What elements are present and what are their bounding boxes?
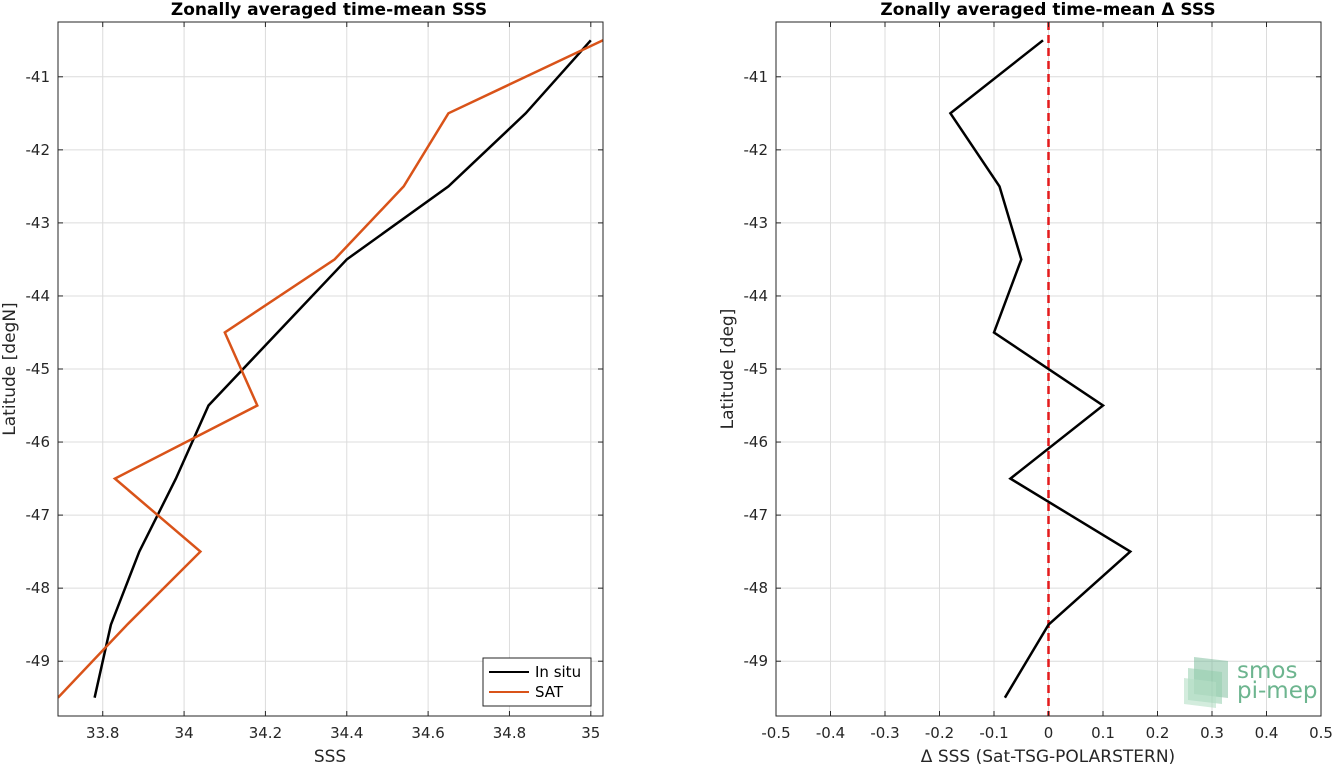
y-tick-label: -46 (744, 433, 769, 451)
x-tick-label: 34.4 (330, 724, 363, 742)
x-tick-label: -0.2 (925, 724, 954, 742)
y-axis-label-right: Latitude [deg] (718, 309, 738, 430)
series-line-sat (58, 39, 603, 699)
x-tick-label: 0.3 (1200, 724, 1224, 742)
y-tick-label: -43 (26, 214, 51, 232)
y-tick-label: -48 (26, 579, 51, 597)
y-tick-label: -46 (26, 433, 51, 451)
x-tick-label: -0.4 (816, 724, 845, 742)
y-tick-label: -48 (744, 579, 769, 597)
smos-pi-mep-logo: smos pi-mep (1184, 657, 1317, 708)
y-tick-label: -45 (744, 360, 769, 378)
ticks-right: -0.5 -0.4 -0.3 -0.2 -0.1 0 0.1 0.2 0.3 0.4 0.5 -41 -… (744, 22, 1333, 742)
x-axis-label-left: SSS (314, 747, 346, 765)
x-tick-label: -0.1 (979, 724, 1008, 742)
y-axis-label-left: Latitude [degN] (0, 302, 20, 435)
x-tick-label: 33.8 (86, 724, 119, 742)
chart-title-left: Zonally averaged time-mean SSS (171, 0, 487, 20)
series-line-delta-sss (948, 39, 1133, 699)
legend-box (482, 657, 592, 707)
x-tick-label: 34.2 (249, 724, 282, 742)
series-line-in-situ (93, 39, 592, 698)
chart-title-right: Zonally averaged time-mean Δ SSS (880, 0, 1215, 20)
legend-label-in-situ: In situ (535, 663, 581, 681)
y-tick-label: -44 (744, 287, 769, 305)
y-tick-label: -42 (26, 141, 51, 159)
x-tick-label: 0 (1044, 724, 1054, 742)
y-tick-label: -49 (26, 652, 51, 670)
legend: In situ SAT (482, 657, 592, 707)
y-tick-label: -42 (744, 141, 769, 159)
x-tick-label: 0.5 (1309, 724, 1333, 742)
x-tick-label: -0.5 (761, 724, 790, 742)
panel-left-sss: Zonally averaged time-mean SSS 33.8 34 34.… (0, 0, 604, 765)
y-tick-label: -45 (26, 360, 51, 378)
x-tick-label: 34 (175, 724, 194, 742)
legend-label-sat: SAT (535, 683, 564, 701)
y-tick-label: -49 (744, 652, 769, 670)
series-group-right (948, 39, 1133, 699)
x-tick-label: 0.1 (1091, 724, 1115, 742)
y-tick-label: -44 (26, 287, 51, 305)
panel-right-delta-sss: Zonally averaged time-mean Δ SSS -0.5 -0.… (718, 0, 1333, 765)
y-tick-label: -41 (26, 68, 51, 86)
logo-mark-icon (1184, 657, 1228, 708)
y-tick-label: -41 (744, 68, 769, 86)
x-tick-label: 34.6 (411, 724, 444, 742)
x-tick-label: 35 (581, 724, 600, 742)
y-tick-label: -47 (744, 506, 769, 524)
logo-text-smos: smos (1237, 658, 1297, 684)
logo-text-pi-mep: pi-mep (1237, 678, 1317, 704)
y-tick-label: -43 (744, 214, 769, 232)
series-group-left (58, 39, 603, 699)
grid-left (58, 22, 603, 716)
y-tick-label: -47 (26, 506, 51, 524)
x-tick-label: 0.4 (1255, 724, 1279, 742)
x-tick-label: -0.3 (870, 724, 899, 742)
ticks-left: 33.8 34 34.2 34.4 34.6 34.8 35 -41 -42 -43 -44 -45 -… (26, 22, 603, 742)
x-axis-label-right: Δ SSS (Sat-TSG-POLARSTERN) (921, 747, 1175, 765)
x-tick-label: 34.8 (493, 724, 526, 742)
x-tick-label: 0.2 (1146, 724, 1170, 742)
